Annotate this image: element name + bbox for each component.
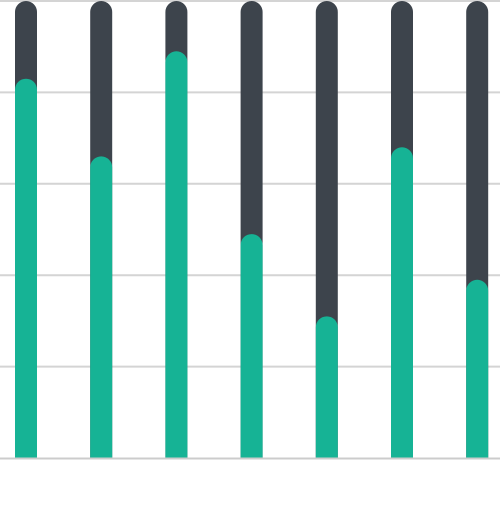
bar-segment-bottom-2: [165, 51, 188, 459]
bar-segment-bottom-3: [240, 234, 263, 458]
bar-segment-bottom-4: [315, 316, 338, 458]
bar-segment-bottom-0: [15, 78, 37, 458]
bar-segment-bottom-5: [391, 147, 413, 459]
bars: [0, 1, 500, 460]
bar-segment-bottom-6: [466, 279, 489, 458]
bar-segment-bottom-1: [90, 156, 113, 459]
